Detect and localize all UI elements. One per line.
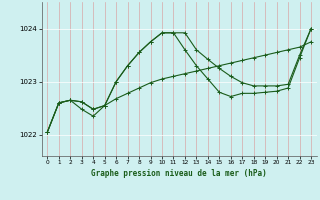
X-axis label: Graphe pression niveau de la mer (hPa): Graphe pression niveau de la mer (hPa): [91, 169, 267, 178]
